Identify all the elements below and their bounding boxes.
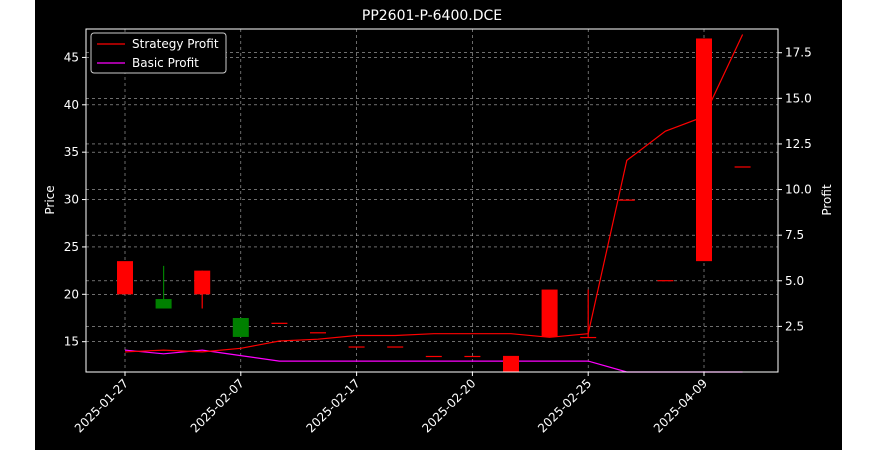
x-tick-label: 2025-02-07 <box>188 376 247 435</box>
y-right-tick-label: 12.5 <box>785 137 812 151</box>
plot-frame <box>85 28 779 373</box>
y-right-tick-label: 10.0 <box>785 183 812 197</box>
grid-lines <box>86 29 778 372</box>
y-left-tick-label: 15 <box>64 335 79 349</box>
legend-strategy-label: Strategy Profit <box>132 37 219 51</box>
y-axis-right-label: Profit <box>820 184 834 216</box>
strategy-profit-line <box>124 34 744 353</box>
candle-body <box>310 332 326 334</box>
candle-body <box>734 166 751 168</box>
y-right-tick-label: 7.5 <box>785 228 804 242</box>
y-axis-left-ticks: 15 20 25 30 35 40 45 <box>64 50 86 349</box>
y-axis-left-label: Price <box>43 185 57 214</box>
strategy-profit-path <box>124 34 744 353</box>
y-right-tick-label: 5.0 <box>785 274 804 288</box>
basic-profit-line <box>124 349 743 373</box>
candle-body <box>464 355 481 358</box>
y-right-tick-label: 17.5 <box>785 46 812 60</box>
candle-body <box>580 336 597 339</box>
candle-body <box>425 355 442 358</box>
candle-body <box>117 261 133 295</box>
basic-profit-path <box>124 349 743 373</box>
candlesticks <box>117 38 751 372</box>
x-tick-label: 2025-01-27 <box>72 376 131 435</box>
candle-body <box>271 322 288 324</box>
candle-body <box>657 280 674 282</box>
y-left-tick-label: 35 <box>64 145 79 159</box>
y-right-tick-label: 2.5 <box>785 319 804 333</box>
y-left-tick-label: 20 <box>64 287 79 301</box>
candle-body <box>503 355 519 372</box>
x-tick-label: 2025-02-17 <box>304 376 363 435</box>
y-left-tick-label: 25 <box>64 240 79 254</box>
candle-body <box>541 289 558 337</box>
candle-body <box>387 346 404 348</box>
y-left-tick-label: 40 <box>64 98 79 112</box>
candle-body <box>155 299 172 309</box>
candle-body <box>348 346 365 348</box>
candle-body <box>618 199 635 201</box>
legend-basic-label: Basic Profit <box>132 56 199 70</box>
y-right-tick-label: 15.0 <box>785 91 812 105</box>
candle-body <box>194 270 211 295</box>
x-tick-label: 2025-04-09 <box>651 376 710 435</box>
y-left-tick-label: 45 <box>64 50 79 64</box>
x-axis-ticks: 2025-01-27 2025-02-07 2025-02-17 2025-02-20… <box>72 372 710 435</box>
x-tick-label: 2025-02-25 <box>535 376 594 435</box>
x-tick-label: 2025-02-20 <box>419 376 478 435</box>
legend: Strategy Profit Basic Profit <box>90 32 227 74</box>
y-left-tick-label: 30 <box>64 193 79 207</box>
chart-svg: PP2601-P-6400.DCE 2025-01-27 2025-02-07 20… <box>43 8 834 435</box>
candle-body <box>232 317 249 337</box>
candle-body <box>696 38 712 262</box>
chart-figure: PP2601-P-6400.DCE 2025-01-27 2025-02-07 20… <box>35 0 842 450</box>
chart-title: PP2601-P-6400.DCE <box>362 8 502 24</box>
y-axis-right-ticks: 2.5 5.0 7.5 10.0 12.5 15.0 17.5 <box>778 46 812 333</box>
